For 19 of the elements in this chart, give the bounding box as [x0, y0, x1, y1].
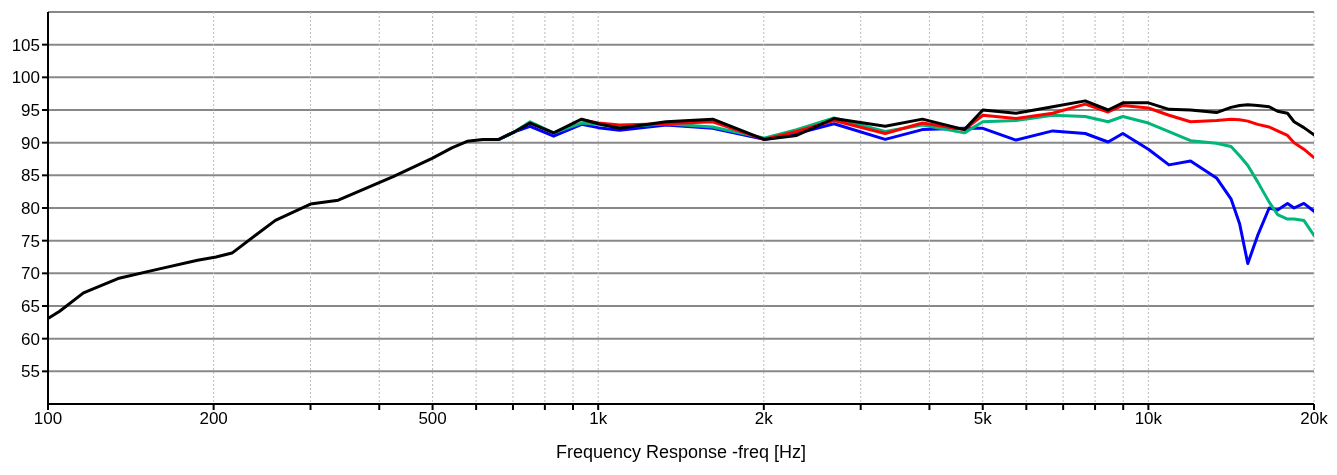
- y-tick-label: 105: [11, 35, 40, 55]
- y-tick-label: 60: [21, 329, 40, 349]
- x-tick-label: 2k: [754, 409, 774, 429]
- y-tick-label: 85: [21, 166, 40, 186]
- y-tick-label: 95: [21, 101, 40, 121]
- y-tick-label: 100: [11, 68, 40, 88]
- x-tick-label: 5k: [973, 409, 993, 429]
- x-tick-label: 500: [418, 409, 447, 429]
- y-tick-label: 80: [21, 199, 40, 219]
- x-tick-label: 10k: [1134, 409, 1163, 429]
- y-tick-label: 90: [21, 133, 40, 153]
- y-tick-label: 65: [21, 297, 40, 317]
- x-axis-title: Frequency Response -freq [Hz]: [555, 442, 807, 462]
- x-tick-label: 20k: [1300, 409, 1329, 429]
- x-tick-label: 1k: [589, 409, 608, 429]
- y-tick-label: 75: [21, 231, 40, 251]
- y-tick-label: 55: [21, 362, 40, 382]
- x-tick-label: 200: [199, 409, 228, 429]
- y-tick-label: 70: [21, 264, 40, 284]
